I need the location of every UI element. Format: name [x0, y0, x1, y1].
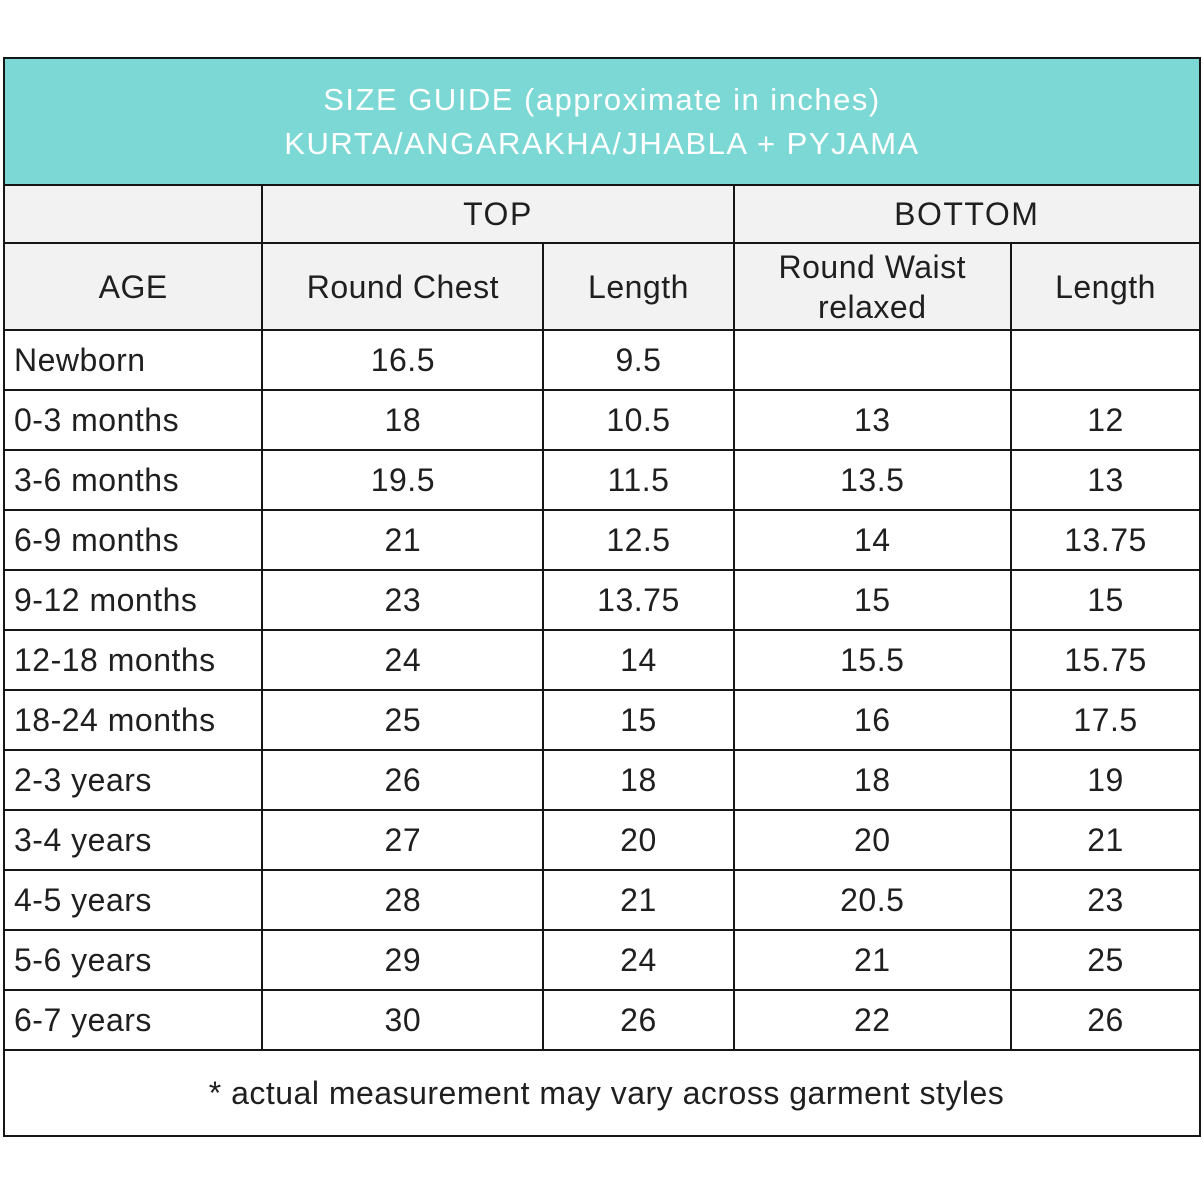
round-waist-cell: 22	[732, 989, 1013, 1051]
group-header-row: TOP BOTTOM	[2, 184, 1202, 244]
top-length-cell: 24	[542, 929, 735, 991]
bottom-length-cell	[1010, 329, 1201, 391]
round-chest-cell: 28	[261, 869, 545, 931]
round-waist-cell: 14	[732, 509, 1013, 571]
top-length-cell: 9.5	[542, 329, 735, 391]
bottom-length-cell: 23	[1010, 869, 1201, 931]
top-length-cell: 12.5	[542, 509, 735, 571]
bottom-length-cell: 17.5	[1010, 689, 1201, 751]
table-row: 9-12 months 23 13.75 15 15	[2, 569, 1201, 631]
banner-subtitle: KURTA/ANGARAKHA/JHABLA + PYJAMA	[284, 125, 920, 161]
round-chest-cell: 27	[261, 809, 545, 871]
table-row: 3-4 years 27 20 20 21	[2, 809, 1201, 871]
bottom-length-cell: 19	[1010, 749, 1201, 811]
top-length-cell: 20	[542, 809, 735, 871]
column-header-bottom-length: Length	[1010, 242, 1201, 331]
age-cell: 6-9 months	[2, 509, 264, 571]
table-row: Newborn 16.5 9.5	[2, 329, 1201, 391]
bottom-length-cell: 13.75	[1010, 509, 1201, 571]
round-chest-cell: 24	[261, 629, 545, 691]
age-cell: 3-4 years	[2, 809, 264, 871]
table-row: 3-6 months 19.5 11.5 13.5 13	[2, 449, 1201, 511]
age-cell: 3-6 months	[2, 449, 264, 511]
table-row: 6-9 months 21 12.5 14 13.75	[2, 509, 1201, 571]
age-cell: 18-24 months	[2, 689, 264, 751]
age-cell: 9-12 months	[2, 569, 264, 631]
group-header-empty	[2, 184, 264, 244]
table-row: 12-18 months 24 14 15.5 15.75	[2, 629, 1201, 691]
round-waist-cell	[732, 329, 1013, 391]
column-header-age: AGE	[2, 242, 264, 331]
top-length-cell: 26	[542, 989, 735, 1051]
age-cell: 0-3 months	[2, 389, 264, 451]
round-chest-cell: 26	[261, 749, 545, 811]
age-cell: 5-6 years	[2, 929, 264, 991]
round-waist-cell: 13	[732, 389, 1013, 451]
round-waist-cell: 18	[732, 749, 1013, 811]
age-cell: 6-7 years	[2, 989, 264, 1051]
table-row: 4-5 years 28 21 20.5 23	[2, 869, 1201, 931]
bottom-length-cell: 12	[1010, 389, 1201, 451]
title-banner: SIZE GUIDE (approximate in inches) KURTA…	[3, 57, 1201, 186]
banner-title: SIZE GUIDE (approximate in inches)	[323, 82, 881, 118]
footnote-row: * actual measurement may vary across gar…	[3, 1049, 1201, 1137]
round-waist-cell: 15	[732, 569, 1013, 631]
age-cell: 12-18 months	[2, 629, 264, 691]
age-cell: Newborn	[2, 329, 264, 391]
top-length-cell: 13.75	[542, 569, 735, 631]
bottom-length-cell: 21	[1010, 809, 1201, 871]
column-header-row: AGE Round Chest Length Round Waist relax…	[2, 242, 1201, 331]
footnote: * actual measurement may vary across gar…	[3, 1049, 1201, 1137]
top-length-cell: 10.5	[542, 389, 735, 451]
age-cell: 4-5 years	[2, 869, 264, 931]
group-header-bottom: BOTTOM	[732, 184, 1202, 244]
column-header-round-waist: Round Waist relaxed	[732, 242, 1013, 331]
round-chest-cell: 23	[261, 569, 545, 631]
round-waist-cell: 13.5	[732, 449, 1013, 511]
round-waist-cell: 20.5	[732, 869, 1013, 931]
round-chest-cell: 16.5	[261, 329, 545, 391]
bottom-length-cell: 25	[1010, 929, 1201, 991]
bottom-length-cell: 26	[1010, 989, 1201, 1051]
round-chest-cell: 18	[261, 389, 545, 451]
bottom-length-cell: 15.75	[1010, 629, 1201, 691]
table-row: 5-6 years 29 24 21 25	[2, 929, 1201, 991]
top-length-cell: 21	[542, 869, 735, 931]
round-waist-cell: 16	[732, 689, 1013, 751]
round-waist-cell: 15.5	[732, 629, 1013, 691]
column-header-top-length: Length	[542, 242, 735, 331]
round-chest-cell: 25	[261, 689, 545, 751]
round-waist-cell: 20	[732, 809, 1013, 871]
title-banner-row: SIZE GUIDE (approximate in inches) KURTA…	[3, 57, 1201, 186]
table-row: 6-7 years 30 26 22 26	[2, 989, 1201, 1051]
table-row: 18-24 months 25 15 16 17.5	[2, 689, 1201, 751]
group-header-top: TOP	[261, 184, 735, 244]
bottom-length-cell: 15	[1010, 569, 1201, 631]
top-length-cell: 15	[542, 689, 735, 751]
top-length-cell: 18	[542, 749, 735, 811]
round-chest-cell: 29	[261, 929, 545, 991]
top-length-cell: 11.5	[542, 449, 735, 511]
table-row: 2-3 years 26 18 18 19	[2, 749, 1201, 811]
table-row: 0-3 months 18 10.5 13 12	[2, 389, 1201, 451]
age-cell: 2-3 years	[2, 749, 264, 811]
round-waist-cell: 21	[732, 929, 1013, 991]
page: SIZE GUIDE (approximate in inches) KURTA…	[2, 57, 1202, 1137]
round-chest-cell: 21	[261, 509, 545, 571]
size-guide-table: SIZE GUIDE (approximate in inches) KURTA…	[2, 57, 1202, 1137]
bottom-length-cell: 13	[1010, 449, 1201, 511]
column-header-round-chest: Round Chest	[261, 242, 545, 331]
top-length-cell: 14	[542, 629, 735, 691]
round-chest-cell: 19.5	[261, 449, 545, 511]
round-chest-cell: 30	[261, 989, 545, 1051]
size-table-body: Newborn 16.5 9.5 0-3 months 18 10.5 13 12 3-6 mo…	[2, 329, 1201, 1051]
